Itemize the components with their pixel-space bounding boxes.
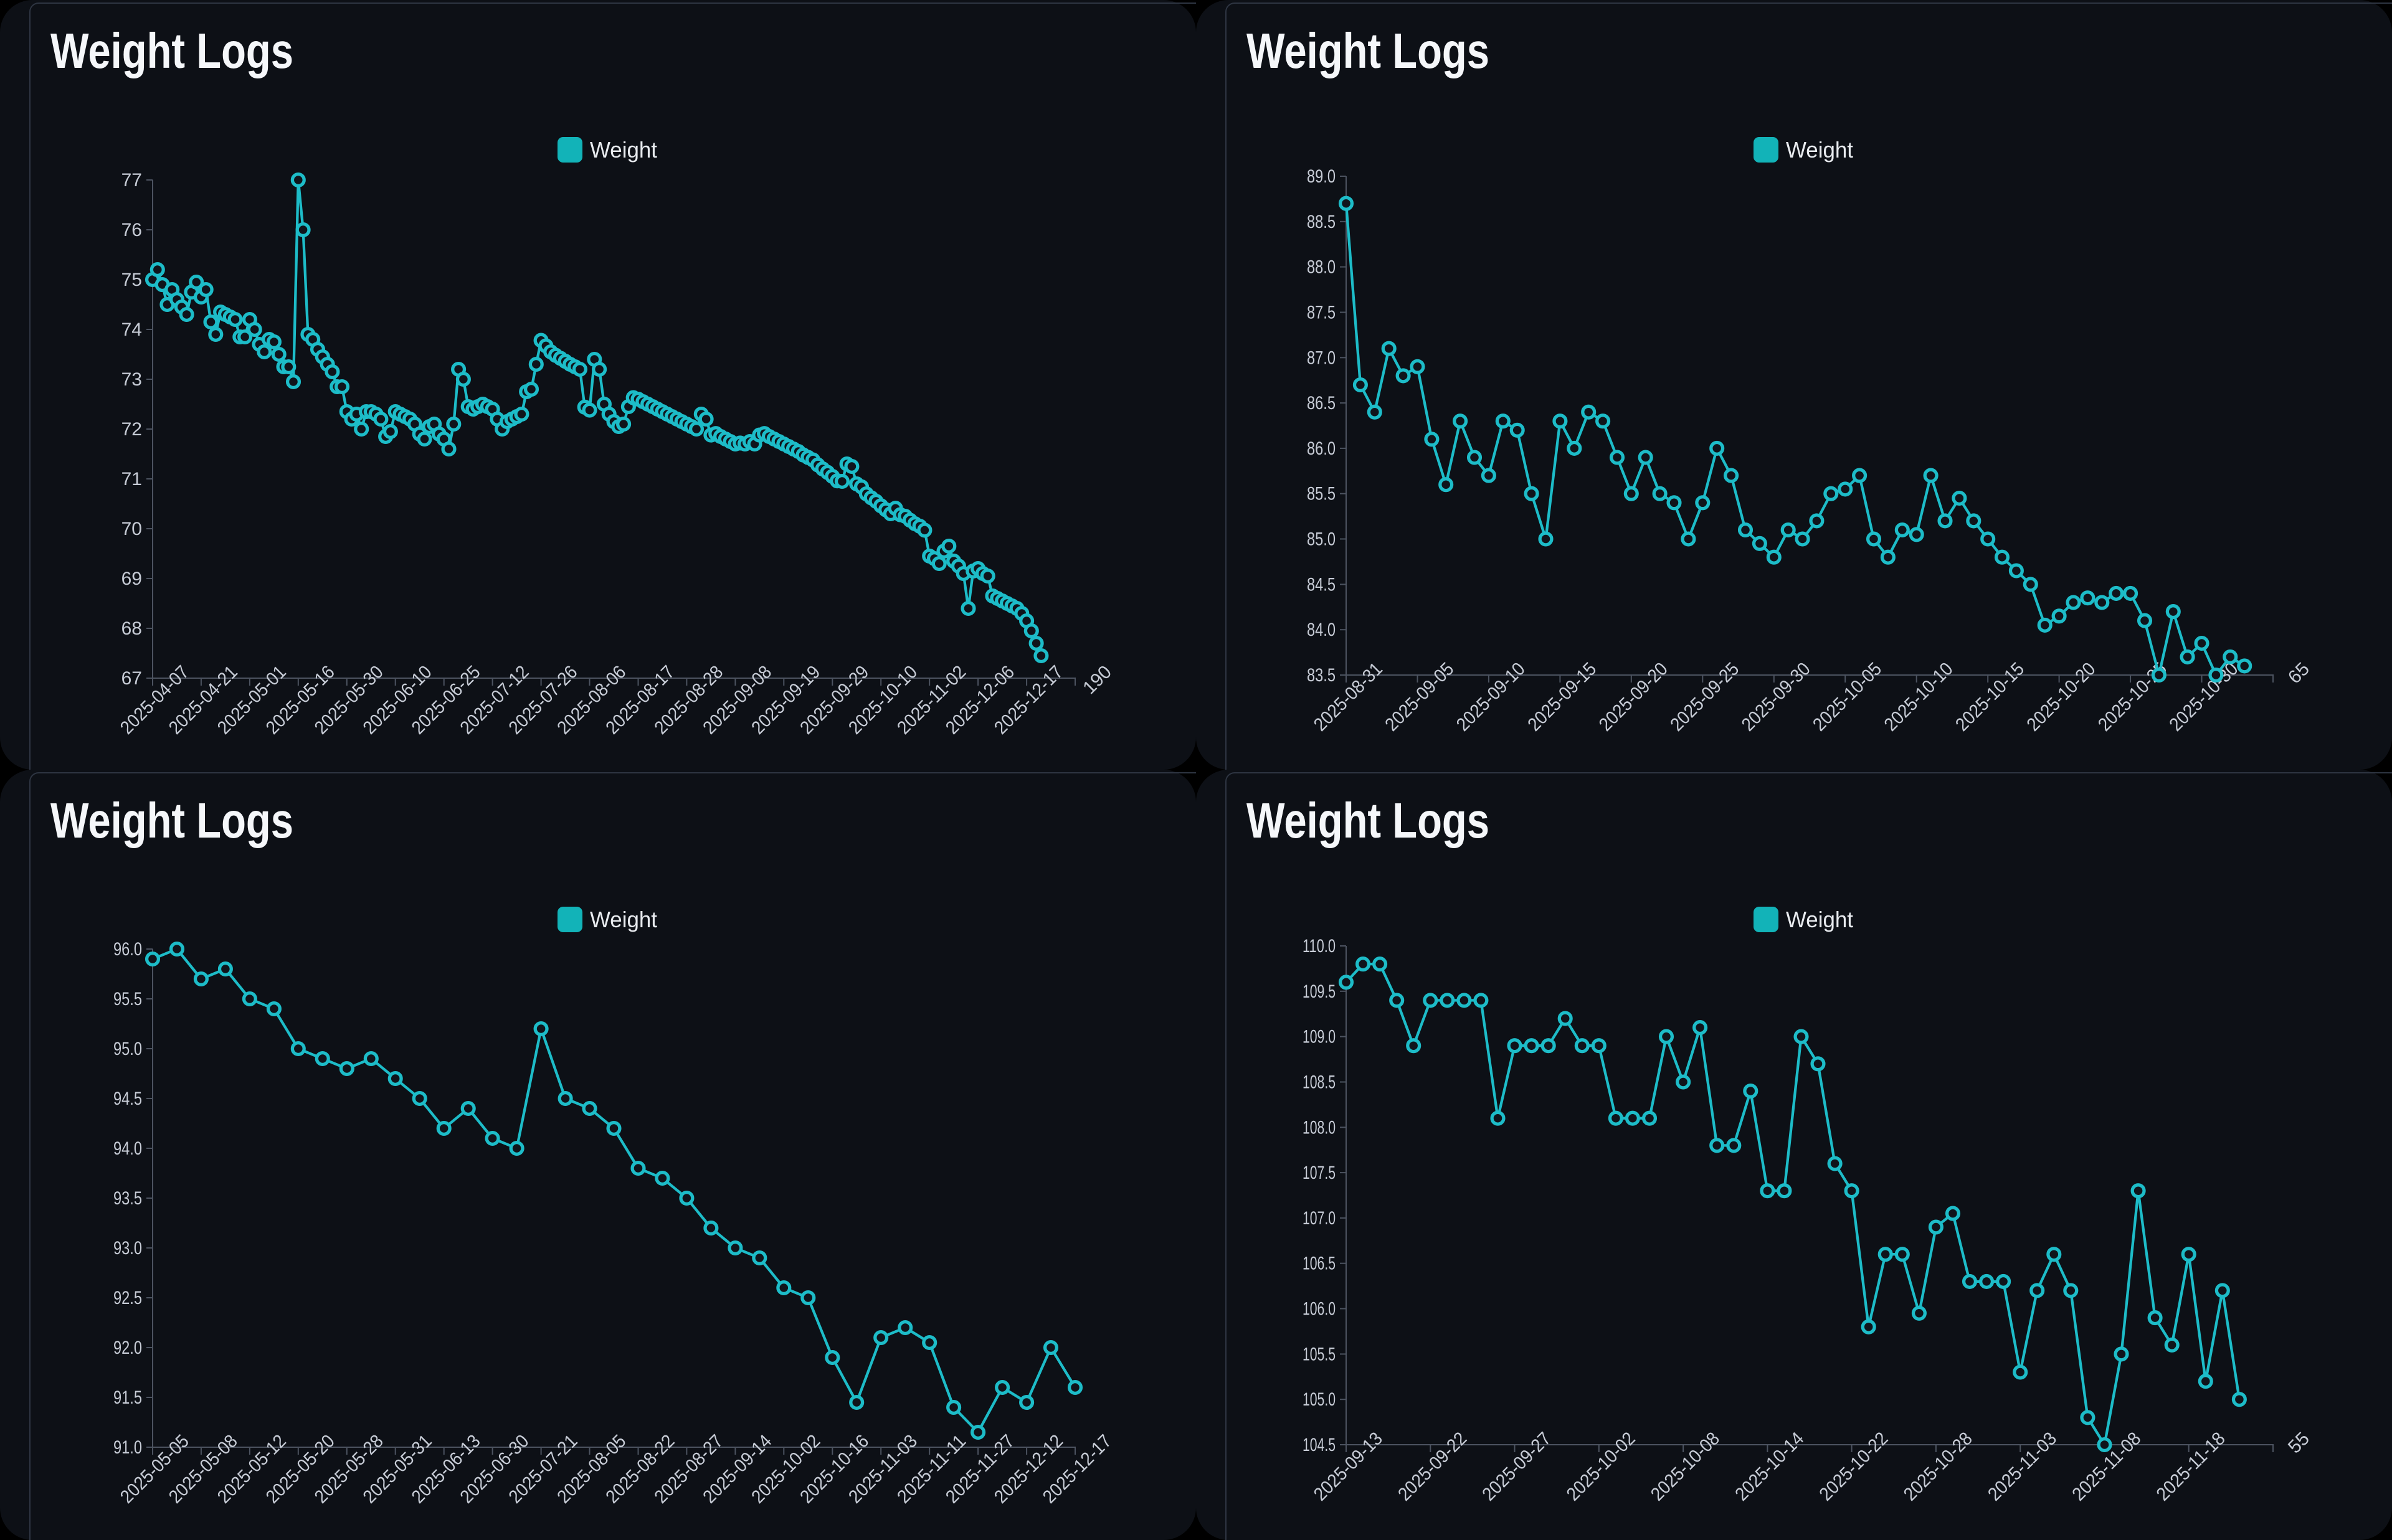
svg-text:73: 73 [121, 369, 142, 390]
svg-text:89.0: 89.0 [1307, 166, 1336, 187]
svg-text:70: 70 [121, 519, 142, 539]
svg-text:86.0: 86.0 [1307, 438, 1336, 459]
svg-text:88.5: 88.5 [1307, 212, 1336, 232]
svg-text:85.0: 85.0 [1307, 529, 1336, 550]
svg-text:84.0: 84.0 [1307, 620, 1336, 640]
svg-text:108.5: 108.5 [1303, 1072, 1336, 1093]
svg-text:Weight: Weight [590, 137, 657, 163]
svg-text:91.5: 91.5 [113, 1387, 142, 1408]
svg-text:92.0: 92.0 [113, 1338, 142, 1358]
svg-text:87.0: 87.0 [1307, 347, 1336, 368]
svg-text:109.5: 109.5 [1303, 981, 1336, 1002]
svg-text:88.0: 88.0 [1307, 257, 1336, 278]
svg-text:87.5: 87.5 [1307, 303, 1336, 323]
svg-text:84.5: 84.5 [1307, 574, 1336, 595]
svg-text:85.5: 85.5 [1307, 484, 1336, 504]
svg-text:72: 72 [121, 419, 142, 440]
svg-text:107.5: 107.5 [1303, 1163, 1336, 1183]
svg-text:77: 77 [121, 170, 142, 191]
svg-text:Weight: Weight [1786, 907, 1853, 932]
svg-text:Weight Logs: Weight Logs [1246, 23, 1489, 78]
svg-text:Weight Logs: Weight Logs [50, 23, 293, 78]
svg-text:Weight Logs: Weight Logs [1246, 793, 1489, 848]
svg-text:96.0: 96.0 [113, 939, 142, 960]
svg-text:92.5: 92.5 [113, 1288, 142, 1308]
svg-text:69: 69 [121, 569, 142, 589]
svg-text:75: 75 [121, 270, 142, 290]
svg-text:71: 71 [121, 469, 142, 489]
svg-text:109.0: 109.0 [1303, 1027, 1336, 1047]
svg-text:106.5: 106.5 [1303, 1254, 1336, 1274]
svg-text:95.0: 95.0 [113, 1039, 142, 1059]
svg-text:93.0: 93.0 [113, 1238, 142, 1259]
svg-text:110.0: 110.0 [1303, 936, 1336, 957]
svg-text:67: 67 [121, 668, 142, 689]
svg-text:76: 76 [121, 220, 142, 240]
svg-text:74: 74 [121, 319, 142, 340]
svg-text:86.5: 86.5 [1307, 393, 1336, 413]
svg-text:94.5: 94.5 [113, 1089, 142, 1109]
svg-text:104.5: 104.5 [1303, 1435, 1336, 1455]
svg-text:93.5: 93.5 [113, 1188, 142, 1209]
svg-text:108.0: 108.0 [1303, 1117, 1336, 1138]
svg-text:94.0: 94.0 [113, 1138, 142, 1159]
svg-text:68: 68 [121, 618, 142, 639]
svg-text:Weight: Weight [1786, 137, 1853, 163]
svg-text:83.5: 83.5 [1307, 665, 1336, 686]
svg-text:91.0: 91.0 [113, 1437, 142, 1458]
svg-text:105.0: 105.0 [1303, 1389, 1336, 1410]
svg-text:105.5: 105.5 [1303, 1344, 1336, 1364]
svg-text:Weight Logs: Weight Logs [50, 793, 293, 848]
svg-text:107.0: 107.0 [1303, 1208, 1336, 1229]
svg-text:106.0: 106.0 [1303, 1299, 1336, 1320]
svg-text:Weight: Weight [590, 907, 657, 932]
svg-text:95.5: 95.5 [113, 989, 142, 1009]
